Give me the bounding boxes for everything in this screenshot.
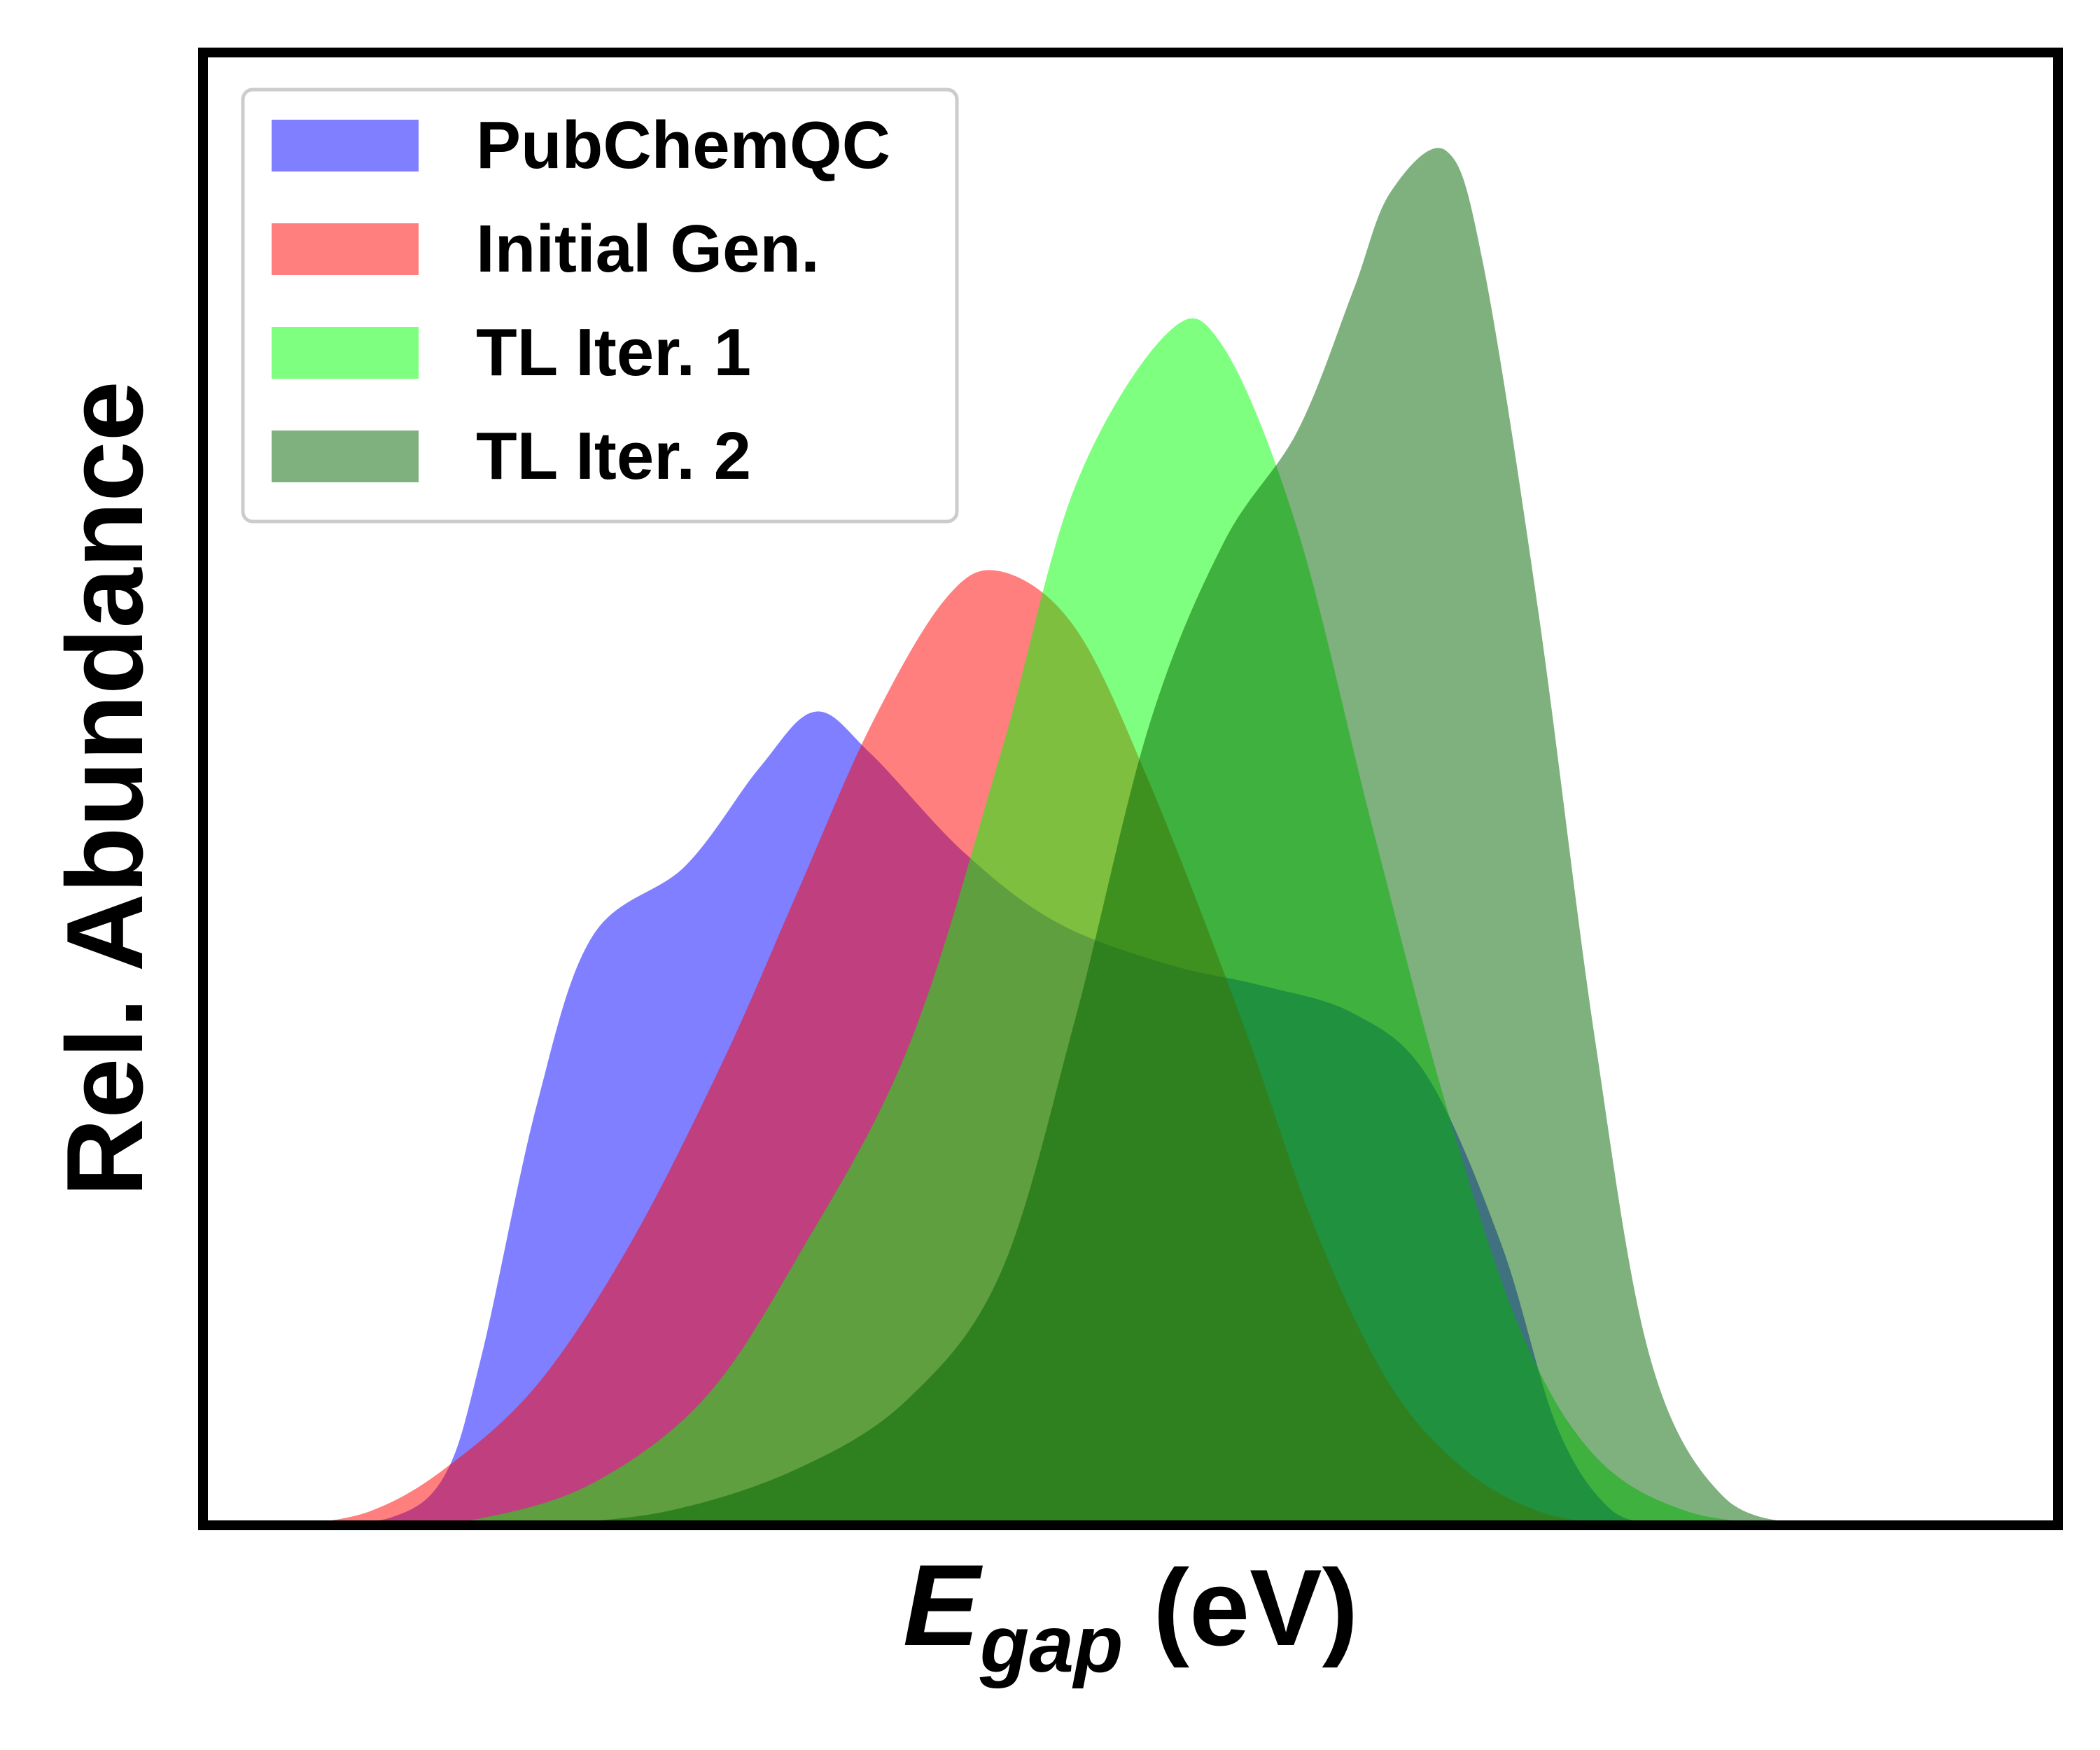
area-series-4 [537, 148, 1817, 1525]
legend-swatch-3 [272, 327, 419, 379]
legend-box [241, 88, 959, 524]
legend-label-2: Initial Gen. [476, 211, 820, 286]
legend-swatch-1 [272, 120, 419, 172]
legend: PubChemQC Initial Gen. TL Iter. 1 TL Iter. … [241, 88, 959, 524]
plot-areas [295, 148, 1817, 1525]
x-axis-label-main: E [903, 1541, 983, 1670]
legend-swatch-4 [272, 430, 419, 482]
x-axis-label-unit: (eV) [1123, 1547, 1358, 1668]
y-axis-label: Rel. Abundance [44, 381, 165, 1197]
legend-label-4: TL Iter. 2 [476, 419, 751, 493]
legend-label-3: TL Iter. 1 [476, 315, 751, 390]
legend-label-1: PubChemQC [476, 108, 890, 183]
x-axis-label-subscript: gap [979, 1600, 1123, 1689]
x-axis-label: Egap (eV) [903, 1541, 1358, 1689]
legend-swatch-2 [272, 223, 419, 275]
plot-frame [198, 48, 2063, 1530]
